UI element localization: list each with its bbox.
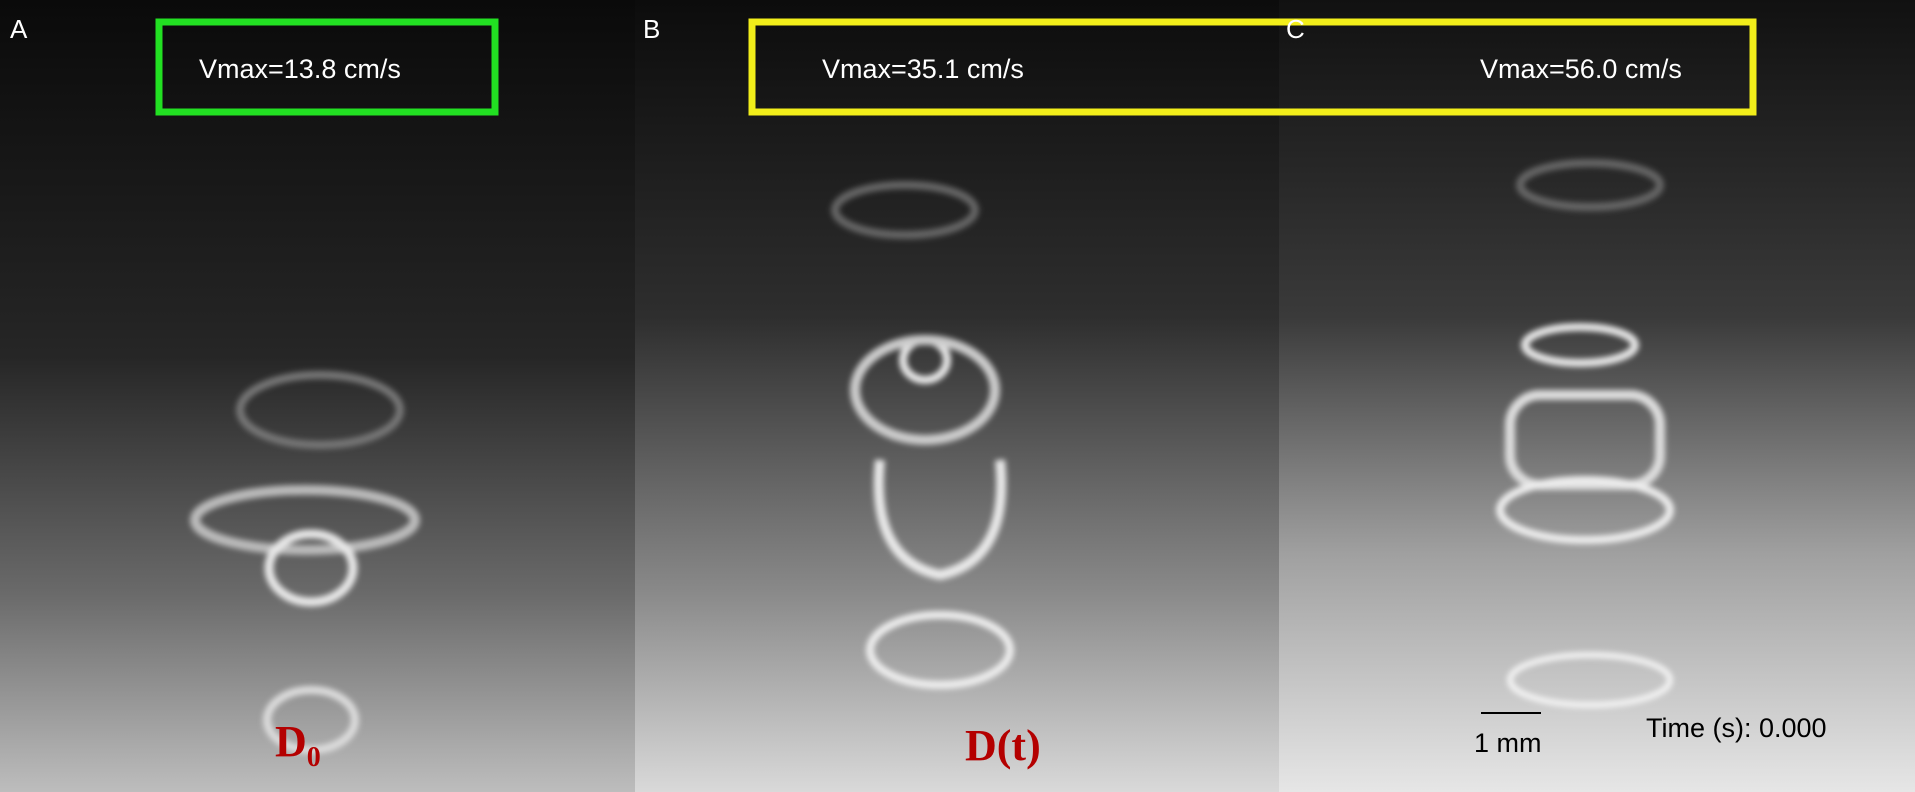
d0-base: D <box>275 717 307 766</box>
d0-sub: 0 <box>307 742 321 773</box>
vmax-label: Vmax=35.1 cm/s <box>822 54 1024 84</box>
panel-a <box>0 0 635 792</box>
time-label: Time (s): 0.000 <box>1646 713 1827 743</box>
page: {"panels": [ {"label": "A", "vmax": "Vma… <box>0 0 1915 792</box>
panel-label: C <box>1286 14 1305 44</box>
panel-label: A <box>10 14 28 44</box>
panel-b <box>635 0 1279 792</box>
scale-bar-label: 1 mm <box>1474 728 1542 758</box>
dt-annotation: D(t) <box>965 721 1041 770</box>
panel-label: B <box>643 14 660 44</box>
vmax-label: Vmax=56.0 cm/s <box>1480 54 1682 84</box>
figure: A B C Vmax=13.8 cm/s Vmax=35.1 cm/s Vmax… <box>0 0 1915 792</box>
vmax-label: Vmax=13.8 cm/s <box>199 54 401 84</box>
